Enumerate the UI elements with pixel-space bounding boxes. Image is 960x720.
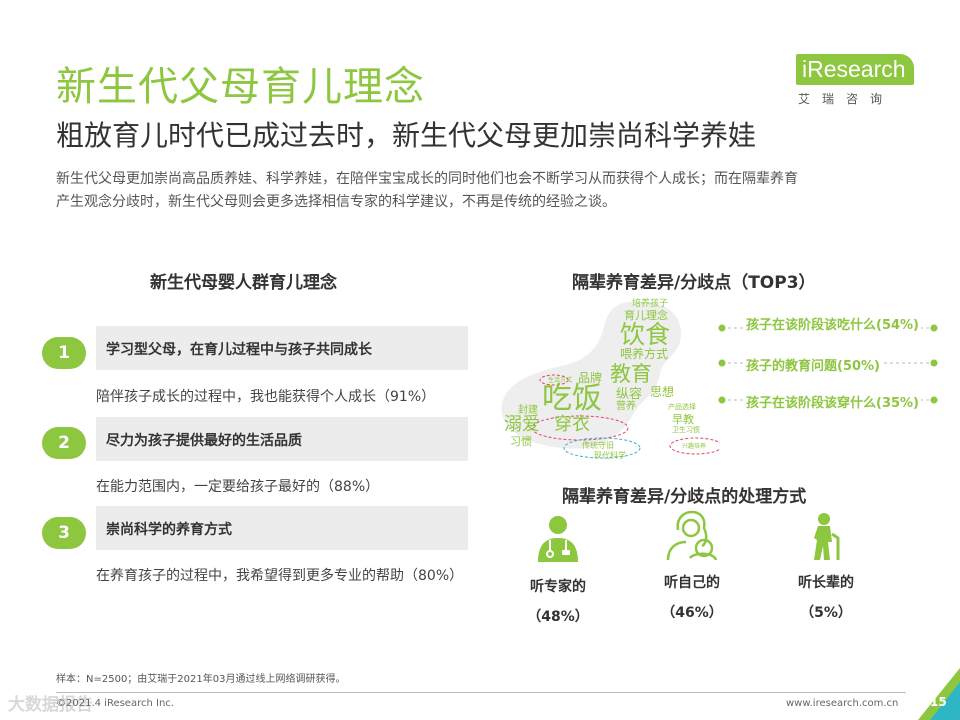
intro-line-1: 新生代父母更加崇尚高品质养娃、科学养娃，在陪伴宝宝成长的同时他们也会不断学习从而… bbox=[56, 171, 798, 187]
word-19: 卫生习惯 bbox=[672, 426, 700, 434]
word-21: 生活方式 bbox=[548, 377, 573, 384]
connector-dot-1a bbox=[718, 324, 726, 332]
word-13: 穿衣 bbox=[554, 414, 590, 435]
word-cloud-shapes bbox=[501, 301, 720, 459]
intro-text: 新生代父母更加崇尚高品质养娃、科学养娃，在陪伴宝宝成长的同时他们也会不断学习从而… bbox=[56, 168, 916, 214]
mother-baby-icon bbox=[666, 510, 718, 561]
word-16: 现代科学 bbox=[594, 451, 626, 460]
connector-dot-3a bbox=[718, 396, 726, 404]
item-heading-bar-3: 崇尚科学的养育方式 bbox=[96, 506, 468, 550]
word-3: 饮食 bbox=[620, 320, 671, 349]
difference-1: 孩子在该阶段该吃什么(54%) bbox=[744, 314, 921, 333]
page-corner bbox=[918, 668, 960, 720]
copyright: ©2021.4 iResearch Inc. bbox=[56, 698, 174, 709]
word-6: 教育 bbox=[610, 362, 652, 386]
handling-title: 隔辈养育差异/分歧点的处理方式 bbox=[562, 487, 807, 507]
page-subtitle: 粗放育儿时代已成过去时，新生代父母更加崇尚科学养娃 bbox=[56, 119, 757, 152]
option-pct-expert: （48%） bbox=[527, 609, 589, 625]
word-9: 营养 bbox=[616, 401, 636, 412]
page-title: 新生代父母育儿理念 bbox=[56, 64, 425, 110]
word-cloud-blob bbox=[501, 301, 682, 449]
connector-dot-1b bbox=[930, 324, 938, 332]
elder-icon bbox=[814, 513, 840, 560]
differences-title: 隔辈养育差异/分歧点（TOP3） bbox=[572, 273, 816, 293]
footer-divider bbox=[56, 692, 906, 693]
option-label-elder: 听长辈的 bbox=[798, 575, 854, 591]
logo-sub: 艾瑞咨询 bbox=[798, 92, 895, 106]
item-heading-1: 学习型父母，在育儿过程中与孩子共同成长 bbox=[106, 342, 372, 358]
word-12: 溺爱 bbox=[504, 414, 540, 435]
doctor-icon bbox=[538, 516, 578, 562]
sample-note: 样本：N=2500；由艾瑞于2021年03月通过线上网络调研获得。 bbox=[56, 674, 346, 685]
page-number: 15 bbox=[930, 695, 947, 709]
word-1: 培养孩子 bbox=[632, 299, 669, 309]
item-number-1: 1 bbox=[42, 337, 86, 369]
option-label-self: 听自己的 bbox=[664, 575, 720, 591]
word-8: 纵容 bbox=[616, 387, 643, 402]
website: www.iresearch.com.cn bbox=[786, 698, 899, 709]
item-heading-2: 尽力为孩子提供最好的生活品质 bbox=[106, 433, 302, 449]
item-heading-bar-1: 学习型父母，在育儿过程中与孩子共同成长 bbox=[96, 326, 468, 370]
word-20: 兴趣培养 bbox=[682, 443, 707, 450]
dashed-oval-red-left bbox=[539, 374, 569, 386]
word-17: 产品选择 bbox=[668, 403, 696, 411]
word-cloud: 培养孩子 育儿理念 饮食 喂养方式 品牌 教育 思想 纵容 营养 封建 吃饭 溺… bbox=[490, 296, 720, 464]
dashed-oval-blue bbox=[563, 437, 641, 459]
word-5: 品牌 bbox=[578, 371, 603, 385]
word-4: 喂养方式 bbox=[620, 347, 669, 361]
left-section-title: 新生代母婴人群育儿理念 bbox=[150, 273, 337, 293]
connector-dot-2a bbox=[718, 359, 726, 367]
iresearch-logo: iResearch 艾瑞咨询 bbox=[792, 54, 920, 110]
intro-line-2: 产生观念分歧时，新生代父母则会更多选择相信专家的科学建议，不再是传统的经验之谈。 bbox=[56, 194, 616, 210]
word-15: 传统守旧 bbox=[582, 441, 614, 450]
difference-3: 孩子在该阶段该穿什么(35%) bbox=[744, 392, 921, 411]
word-7: 思想 bbox=[650, 385, 675, 399]
item-desc-2: 在能力范围内，一定要给孩子最好的（88%） bbox=[96, 479, 380, 495]
word-10: 封建 bbox=[518, 405, 538, 416]
option-label-expert: 听专家的 bbox=[530, 579, 586, 595]
item-heading-3: 崇尚科学的养育方式 bbox=[106, 522, 232, 538]
item-number-2: 2 bbox=[42, 427, 86, 459]
word-14: 习惯 bbox=[510, 435, 532, 448]
option-pct-elder: （5%） bbox=[800, 605, 852, 621]
difference-2: 孩子的教育问题(50%) bbox=[744, 355, 882, 374]
word-2: 育儿理念 bbox=[624, 309, 668, 322]
word-11: 吃饭 bbox=[542, 381, 602, 416]
watermark: 大数据报告 bbox=[8, 695, 93, 715]
item-desc-3: 在养育孩子的过程中，我希望得到更多专业的帮助（80%） bbox=[96, 568, 464, 584]
connector-dot-3b bbox=[930, 396, 938, 404]
connector-dot-2b bbox=[930, 359, 938, 367]
dashed-oval-red-right bbox=[669, 437, 720, 455]
item-desc-1: 陪伴孩子成长的过程中，我也能获得个人成长（91%） bbox=[96, 389, 436, 405]
word-18: 早教 bbox=[672, 413, 694, 426]
option-pct-self: （46%） bbox=[661, 605, 723, 621]
item-heading-bar-2: 尽力为孩子提供最好的生活品质 bbox=[96, 417, 468, 461]
item-number-3: 3 bbox=[42, 517, 86, 549]
logo-brand: iResearch bbox=[796, 54, 914, 85]
